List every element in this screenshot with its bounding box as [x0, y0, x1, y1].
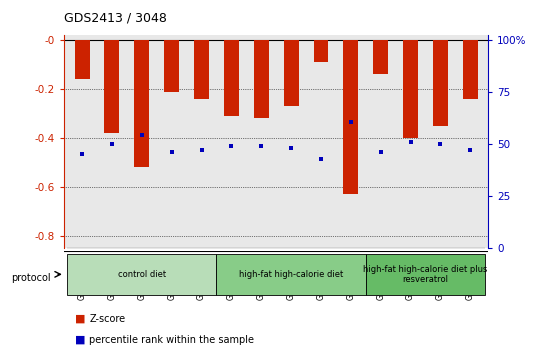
- Text: high-fat high-calorie diet plus
resveratrol: high-fat high-calorie diet plus resverat…: [363, 265, 488, 284]
- Text: control diet: control diet: [118, 270, 166, 279]
- Text: percentile rank within the sample: percentile rank within the sample: [89, 335, 254, 345]
- Text: protocol: protocol: [11, 273, 51, 283]
- Bar: [283, 40, 299, 106]
- Bar: [463, 40, 478, 99]
- Text: ■: ■: [75, 314, 86, 324]
- Bar: [433, 40, 448, 126]
- Bar: [104, 40, 119, 133]
- Text: Z-score: Z-score: [89, 314, 126, 324]
- Bar: [373, 40, 388, 74]
- Bar: [164, 40, 179, 92]
- Bar: [75, 40, 89, 79]
- Bar: [67, 253, 217, 295]
- Bar: [224, 40, 239, 116]
- Text: ■: ■: [75, 335, 86, 345]
- Bar: [403, 40, 418, 138]
- Bar: [366, 253, 485, 295]
- Bar: [343, 40, 358, 194]
- Bar: [194, 40, 209, 99]
- Bar: [314, 40, 329, 62]
- Text: GDS2413 / 3048: GDS2413 / 3048: [64, 12, 167, 25]
- Text: high-fat high-calorie diet: high-fat high-calorie diet: [239, 270, 343, 279]
- Bar: [254, 40, 269, 118]
- Bar: [217, 253, 366, 295]
- Bar: [134, 40, 150, 167]
